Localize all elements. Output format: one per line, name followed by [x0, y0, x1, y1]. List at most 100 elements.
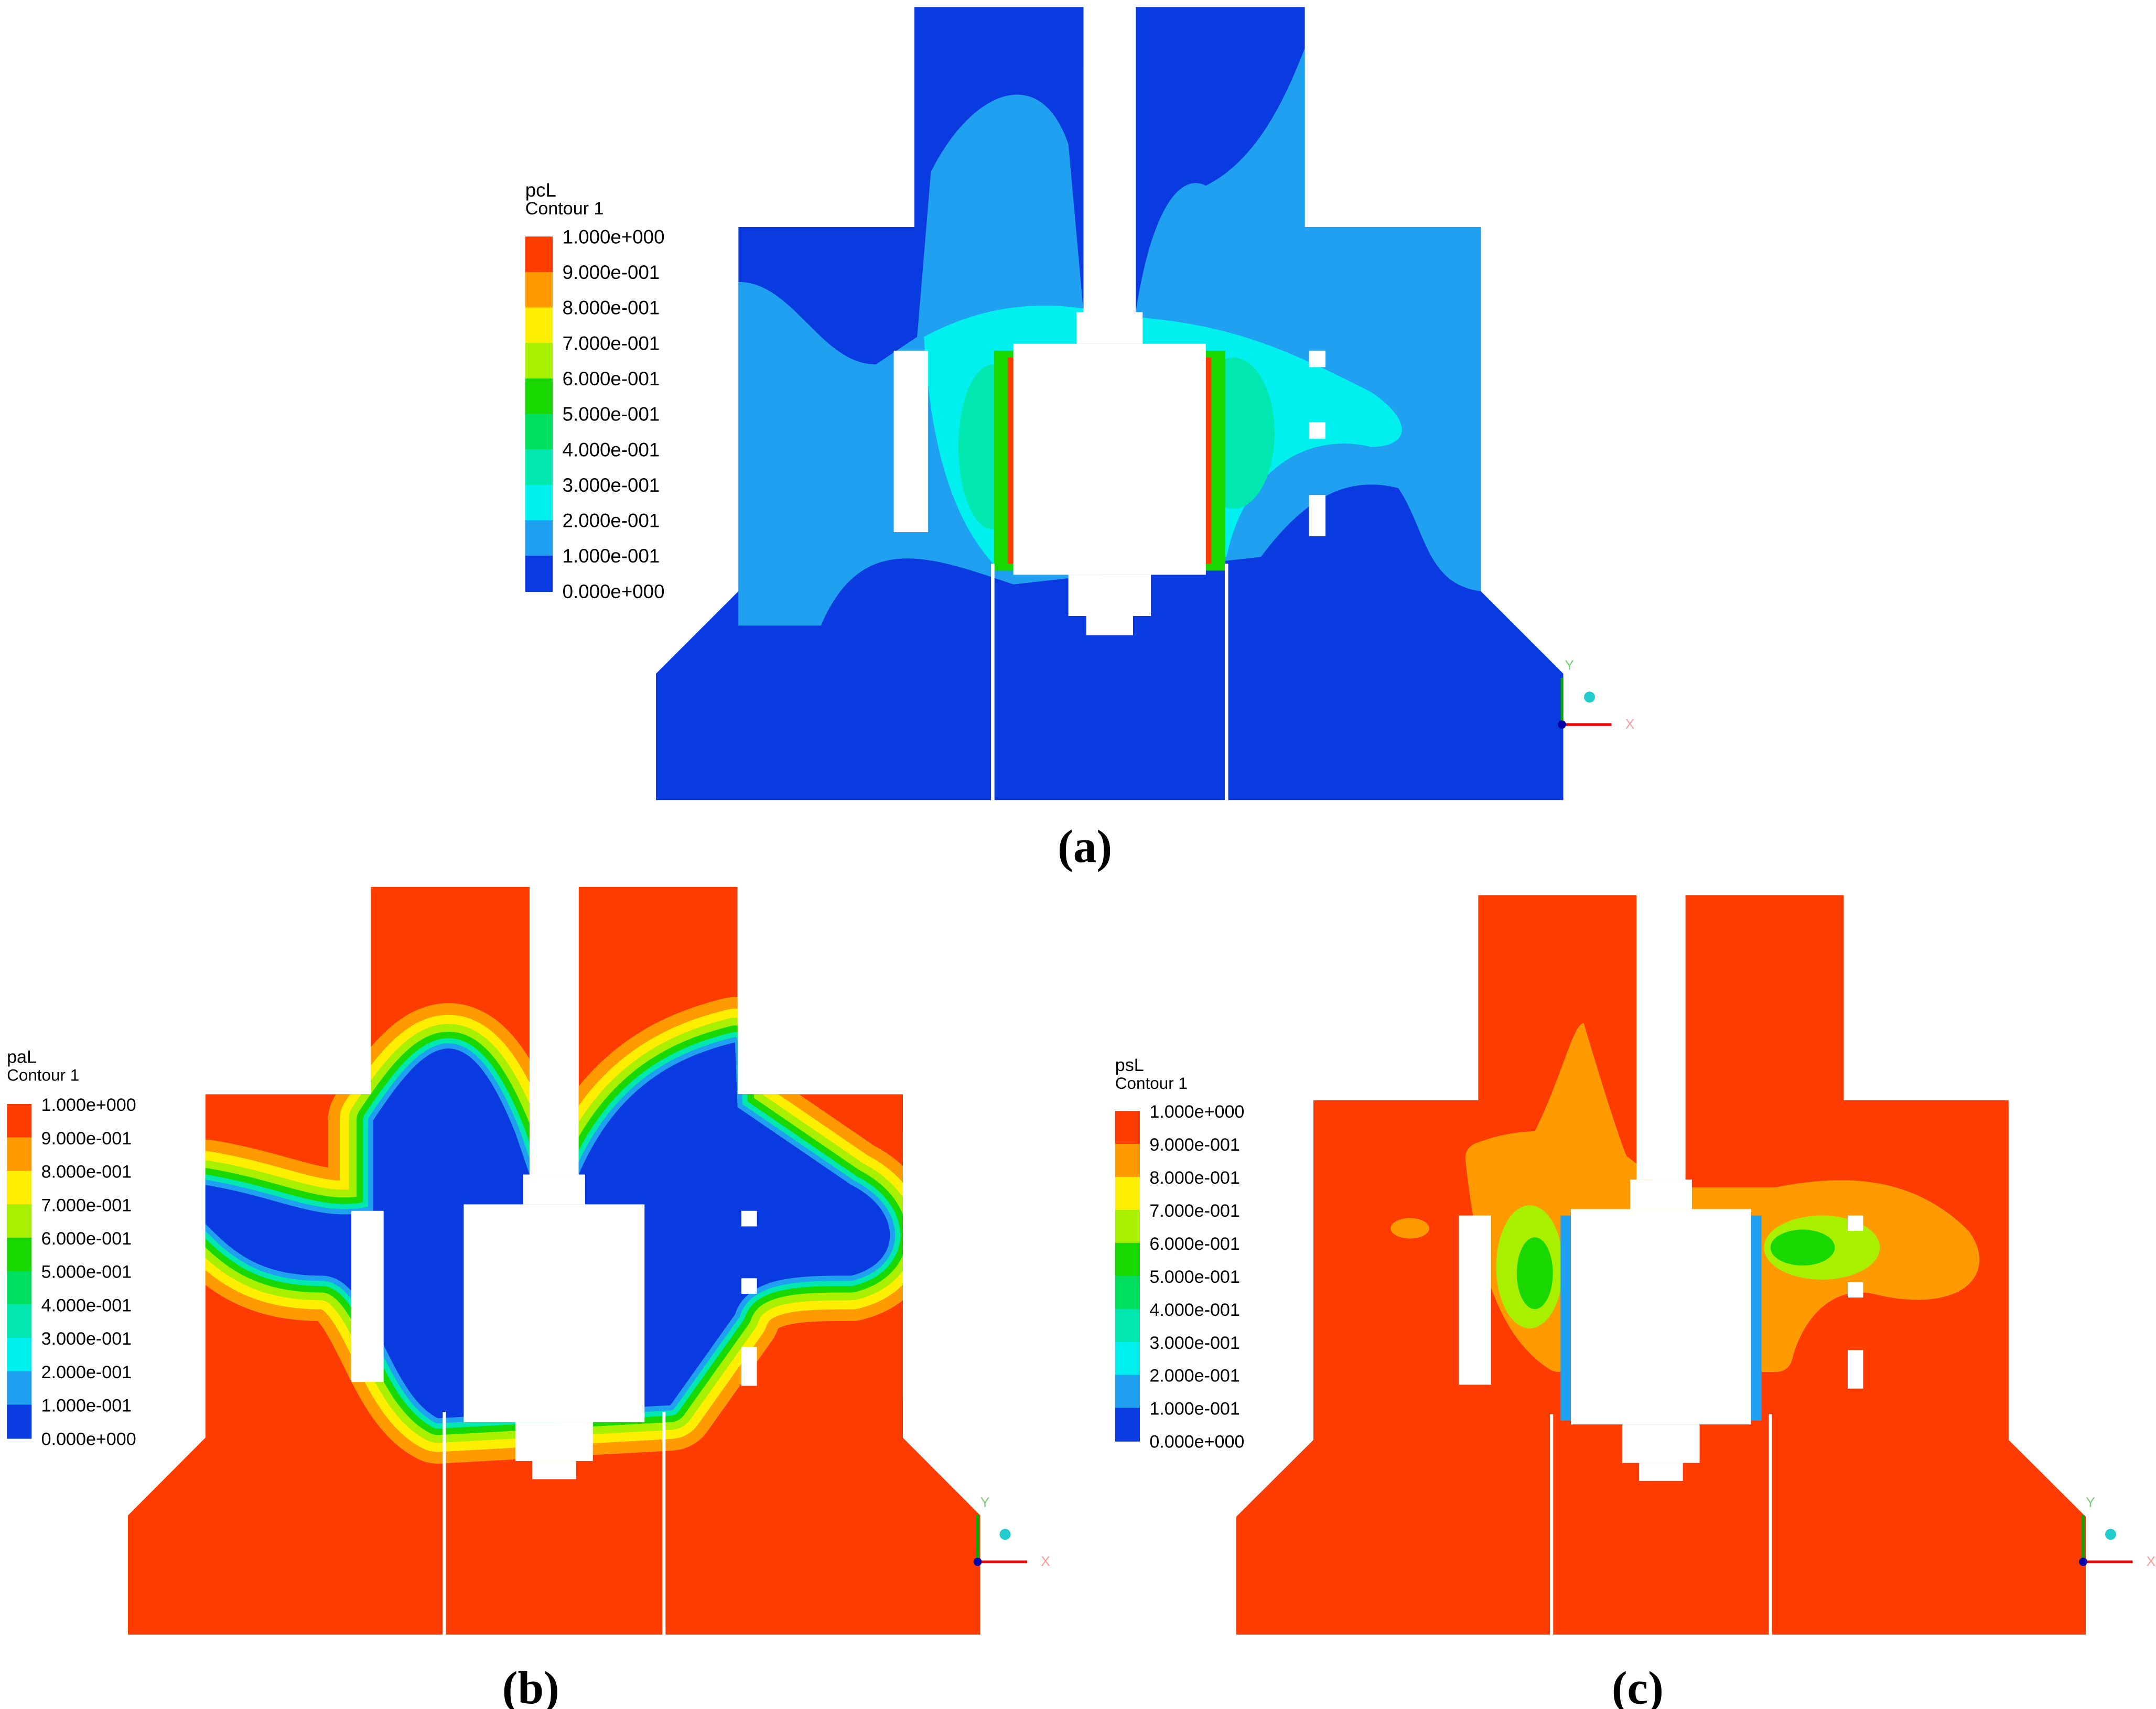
legend-swatch [525, 378, 553, 415]
contour-region [1751, 1215, 1762, 1421]
legend-swatch [525, 272, 553, 308]
legend-level: 7.000e-001 [1149, 1201, 1239, 1221]
legend-variable: psL [1115, 1055, 1144, 1075]
legend-name: Contour 1 [7, 1066, 79, 1084]
wall [1622, 1424, 1700, 1463]
wall [741, 1278, 757, 1294]
legend-level: 5.000e-001 [1149, 1267, 1239, 1287]
contour-plot [655, 7, 1564, 801]
legend-swatch [525, 307, 553, 344]
axis-origin [973, 1557, 982, 1566]
wall [1847, 1350, 1863, 1389]
legend-level: 1.000e+000 [563, 226, 665, 247]
wall [351, 1210, 384, 1382]
legend-swatch [7, 1204, 32, 1239]
contour-region [1008, 357, 1014, 564]
contour-region [1560, 1215, 1571, 1421]
legend-swatch [7, 1104, 32, 1139]
wall [1309, 350, 1326, 367]
legend-level: 4.000e-001 [563, 439, 660, 460]
legend-level: 4.000e-001 [41, 1295, 132, 1315]
wall [1630, 1180, 1692, 1209]
axis-origin [2079, 1557, 2087, 1566]
legend-name: Contour 1 [525, 199, 604, 219]
wall [1013, 343, 1206, 575]
legend-level: 4.000e-001 [1149, 1300, 1239, 1320]
view-dot [1584, 691, 1596, 703]
legend-level: 9.000e-001 [563, 262, 660, 283]
wall [1639, 1463, 1683, 1481]
wall [1076, 312, 1143, 344]
legend-level: 6.000e-001 [41, 1229, 132, 1249]
panel-label: (a) [1058, 821, 1112, 872]
legend-level: 0.000e+000 [41, 1429, 136, 1449]
wall [1847, 1215, 1863, 1231]
legend-swatch [525, 556, 553, 592]
legend-swatch [7, 1137, 32, 1172]
legend-level: 0.000e+000 [563, 581, 665, 602]
legend-swatch [7, 1171, 32, 1205]
legend-level: 8.000e-001 [41, 1162, 132, 1182]
wall [1068, 575, 1151, 616]
legend-swatch [1115, 1176, 1140, 1211]
wall [515, 1422, 593, 1461]
legend-level: 8.000e-001 [563, 297, 660, 319]
legend-swatch [525, 520, 553, 557]
axis-x-label: X [1625, 716, 1635, 732]
legend-level: 3.000e-001 [1149, 1333, 1239, 1353]
legend-level: 5.000e-001 [41, 1262, 132, 1282]
legend-level: 7.000e-001 [41, 1195, 132, 1215]
legend-swatch [7, 1371, 32, 1405]
legend-swatch [1115, 1342, 1140, 1376]
contour-region [1390, 1218, 1429, 1239]
legend-level: 5.000e-001 [563, 404, 660, 425]
view-dot [2105, 1529, 2116, 1540]
legend-level: 6.000e-001 [563, 368, 660, 390]
legend-level: 2.000e-001 [1149, 1366, 1239, 1386]
legend-swatch [1115, 1275, 1140, 1310]
wall [463, 1204, 645, 1422]
wall [1459, 1215, 1491, 1385]
legend-swatch [1115, 1111, 1140, 1145]
legend-swatch [7, 1271, 32, 1305]
legend-level: 1.000e-001 [563, 545, 660, 567]
legend-swatch [525, 449, 553, 486]
legend-level: 9.000e-001 [1149, 1135, 1239, 1155]
legend-swatch [7, 1304, 32, 1339]
panel-label: (b) [502, 1662, 559, 1709]
wall [1309, 495, 1326, 536]
legend-level: 6.000e-001 [1149, 1234, 1239, 1254]
legend-swatch [1115, 1308, 1140, 1343]
legend-swatch [1115, 1408, 1140, 1442]
wall [1847, 1282, 1863, 1298]
wall [1571, 1209, 1751, 1425]
legend-level: 1.000e+000 [41, 1095, 136, 1115]
axis-origin [1558, 720, 1566, 729]
wall [741, 1210, 757, 1227]
axis-y-label: Y [2086, 1494, 2095, 1510]
legend-swatch [1115, 1144, 1140, 1178]
axis-y-label: Y [980, 1494, 990, 1510]
legend-level: 7.000e-001 [563, 332, 660, 354]
contour-region [1205, 357, 1212, 564]
legend-variable: paL [7, 1047, 37, 1067]
legend-level: 3.000e-001 [41, 1329, 132, 1349]
legend-swatch [525, 343, 553, 380]
legend-level: 0.000e+000 [1149, 1432, 1244, 1452]
contour-plot [1236, 895, 2086, 1635]
legend-swatch [525, 484, 553, 521]
legend-swatch [525, 236, 553, 273]
wall [532, 1461, 576, 1479]
legend-swatch [7, 1404, 32, 1439]
axis-y-label: Y [1565, 657, 1574, 673]
legend-swatch [1115, 1209, 1140, 1244]
wall [1086, 616, 1133, 635]
wall [1309, 422, 1326, 439]
contour-region [1516, 1237, 1553, 1310]
axis-x-label: X [2147, 1553, 2156, 1569]
legend-swatch [525, 414, 553, 450]
legend-swatch [7, 1338, 32, 1372]
